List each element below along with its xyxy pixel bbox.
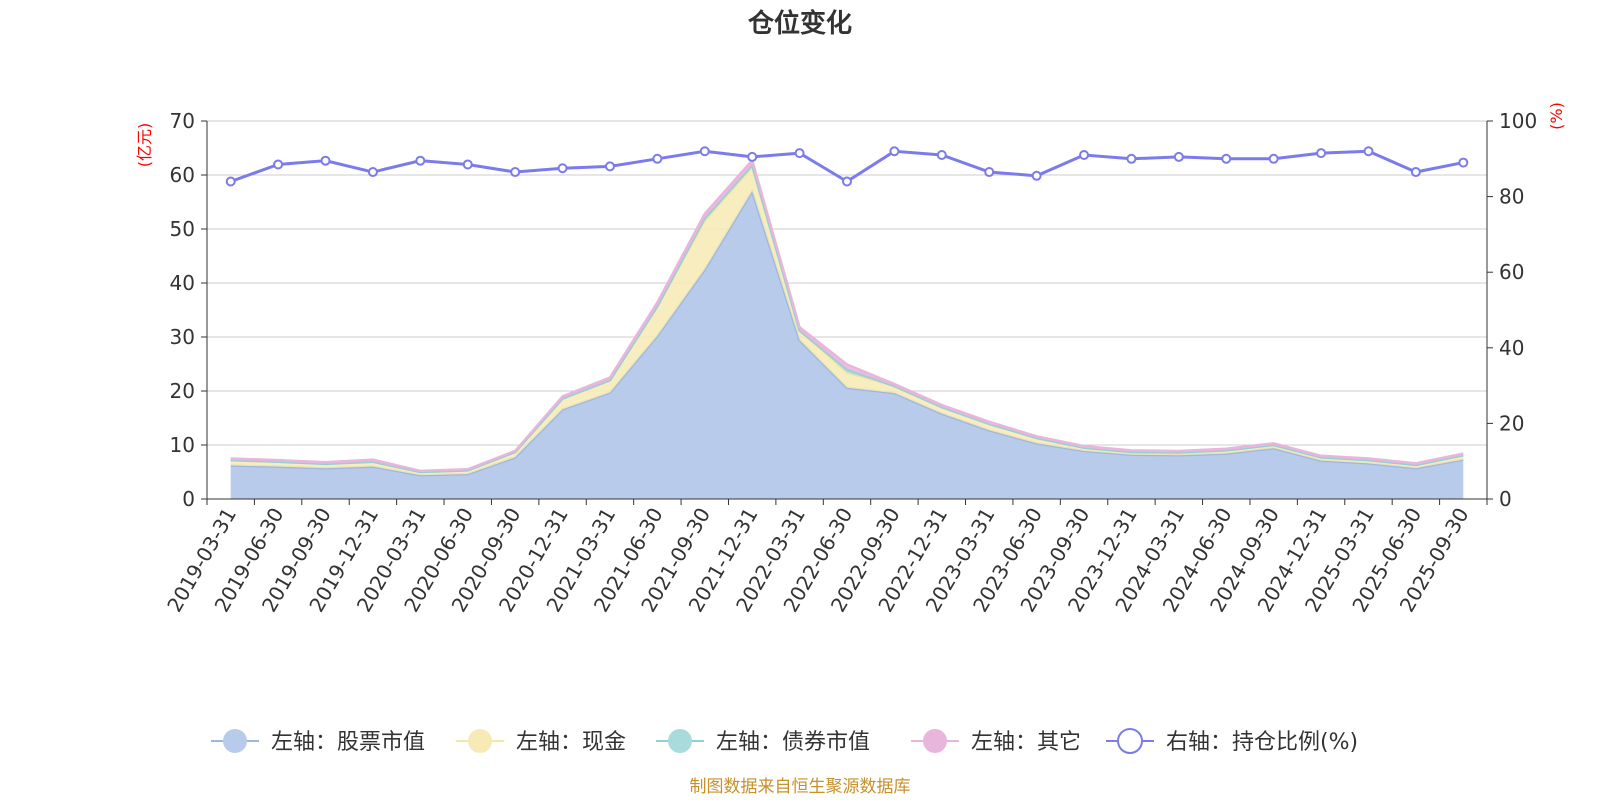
left-tick-label: 0 <box>182 487 195 511</box>
chart-title: 仓位变化 <box>747 8 852 39</box>
right-tick-label: 40 <box>1499 336 1524 360</box>
left-tick-label: 40 <box>170 271 195 295</box>
ratio-point <box>984 167 995 178</box>
ratio-point <box>747 151 758 162</box>
ratio-point <box>557 163 568 174</box>
legend-marker <box>668 729 692 753</box>
ratio-point <box>367 167 378 178</box>
ratio-point <box>1268 153 1279 164</box>
ratio-point <box>415 155 426 166</box>
right-tick-label: 60 <box>1499 260 1524 284</box>
area-1 <box>230 191 1464 499</box>
legend: 左轴：股票市值 左轴：现金 左轴：债券市值 左轴：其它 右轴：持仓比例(%) <box>211 728 1358 755</box>
ratio-line <box>225 146 1469 187</box>
legend-label: 左轴：现金 <box>516 730 626 755</box>
legend-label: 左轴：债券市值 <box>716 730 870 755</box>
legend-label: 左轴：其它 <box>971 730 1081 755</box>
left-tick-label: 70 <box>170 109 195 133</box>
legend-marker <box>223 729 247 753</box>
ratio-point <box>1363 146 1374 157</box>
ratio-point <box>794 148 805 159</box>
ratio-point <box>652 153 663 164</box>
legend-marker <box>923 729 947 753</box>
right-axis-unit: (%) <box>1547 102 1566 130</box>
ratio-point <box>1410 167 1421 178</box>
ratio-point <box>1126 153 1137 164</box>
left-tick-label: 10 <box>170 433 195 457</box>
ratio-point <box>510 167 521 178</box>
ratio-point <box>889 146 900 157</box>
left-tick-label: 60 <box>170 163 195 187</box>
ratio-point <box>604 161 615 172</box>
ratio-point <box>1173 151 1184 162</box>
ratio-point <box>1316 148 1327 159</box>
ratio-point <box>1079 150 1090 161</box>
right-tick-label: 80 <box>1499 185 1524 209</box>
ratio-point <box>225 176 236 187</box>
ratio-point <box>273 159 284 170</box>
left-tick-label: 20 <box>170 379 195 403</box>
ratio-point <box>699 146 710 157</box>
ratio-point <box>842 176 852 187</box>
grid-lines <box>207 120 1487 446</box>
legend-marker <box>468 729 492 753</box>
legend-label: 右轴：持仓比例(%) <box>1166 730 1358 755</box>
left-tick-label: 50 <box>170 217 195 241</box>
legend-label: 左轴：股票市值 <box>271 730 425 755</box>
stacked-areas <box>230 157 1464 499</box>
ratio-point <box>1221 153 1232 164</box>
right-tick-label: 0 <box>1499 487 1512 511</box>
ratio-point <box>1031 170 1042 181</box>
left-axis-unit: (亿元) <box>135 123 154 168</box>
area-edge-4 <box>230 157 1464 473</box>
source-note: 制图数据来自恒生聚源数据库 <box>690 777 911 797</box>
ratio-point <box>1458 157 1469 168</box>
right-tick-label: 100 <box>1499 109 1537 133</box>
ratio-point <box>320 155 331 166</box>
left-tick-label: 30 <box>170 325 195 349</box>
legend-marker <box>1117 728 1143 754</box>
ratio-point <box>462 159 473 170</box>
ratio-point <box>936 150 947 161</box>
right-tick-label: 20 <box>1499 411 1524 435</box>
